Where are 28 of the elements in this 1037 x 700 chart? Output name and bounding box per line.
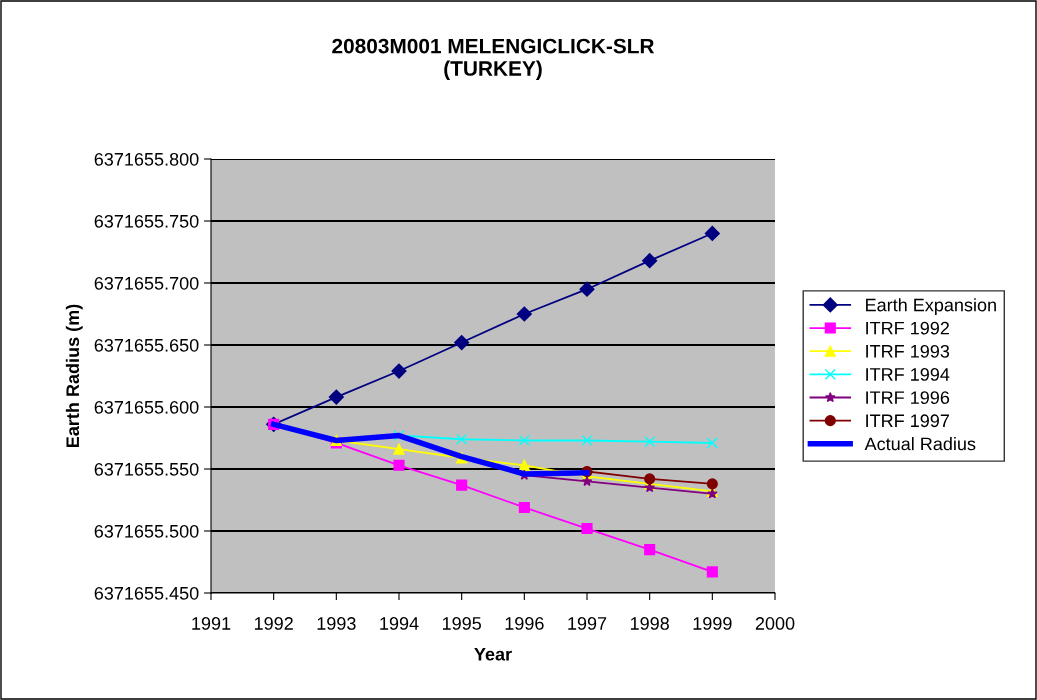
legend-label: ITRF 1996 <box>866 391 950 404</box>
y-tick-label: 6371655.550 <box>94 462 199 476</box>
legend-label: Earth Expansion <box>866 298 996 315</box>
chart-title: 20803M001 MELENGICLICK-SLR (TURKEY) <box>332 38 655 80</box>
y-tick-label: 6371655.500 <box>94 524 199 538</box>
x-tick-label: 1996 <box>505 617 544 630</box>
legend-label: ITRF 1994 <box>866 368 950 381</box>
x-axis-title: Year <box>474 647 512 661</box>
x-tick-label: 1998 <box>630 617 669 630</box>
legend-label: ITRF 1997 <box>866 414 949 428</box>
x-tick-label: 1993 <box>317 617 356 630</box>
x-tick-label: 1992 <box>254 617 293 630</box>
x-tick-label: 1994 <box>380 617 419 630</box>
x-tick-label: 1991 <box>192 617 231 630</box>
legend-label: Actual Radius <box>864 437 976 451</box>
y-tick-label: 6371655.700 <box>94 276 199 290</box>
y-tick-label: 6371655.450 <box>94 586 199 600</box>
legend-label: ITRF 1992 <box>866 321 949 335</box>
legend-label: ITRF 1993 <box>866 344 950 358</box>
y-tick-label: 6371655.650 <box>94 338 199 352</box>
x-tick-label: 1999 <box>693 617 732 630</box>
x-tick-label: 1997 <box>568 617 607 630</box>
y-tick-label: 6371655.600 <box>94 400 199 414</box>
y-tick-label: 6371655.800 <box>94 152 199 166</box>
y-axis-title: Earth Radius (m) <box>65 304 83 448</box>
x-tick-label: 1995 <box>442 617 481 630</box>
x-tick-label: 2000 <box>755 617 795 630</box>
y-tick-label: 6371655.750 <box>94 214 199 228</box>
